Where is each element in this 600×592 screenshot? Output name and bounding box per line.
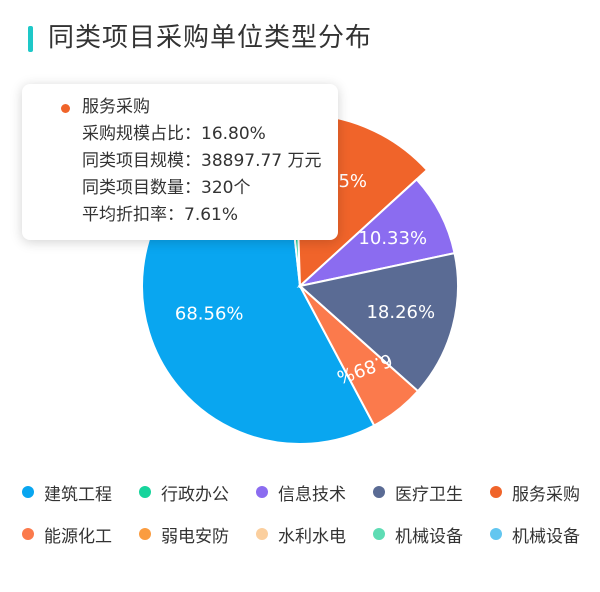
legend-item[interactable]: 建筑工程 — [22, 480, 139, 505]
legend-item[interactable]: 机械设备 — [490, 522, 600, 547]
pie-slice[interactable] — [296, 178, 456, 288]
slice-data-label: 18.26% — [366, 302, 435, 323]
chart-tooltip: 服务采购 采购规模占比：16.80% 同类项目规模：38897.77 万元 同类… — [22, 84, 338, 240]
tooltip-row-share: 采购规模占比：16.80% — [82, 124, 266, 144]
legend-label: 建筑工程 — [44, 484, 112, 505]
legend-dot — [139, 528, 151, 540]
legend-dot — [373, 528, 385, 540]
legend-dot — [22, 528, 34, 540]
tooltip-series-dot — [61, 104, 70, 113]
slice-data-label: 68.56% — [175, 303, 244, 324]
title-accent-bar — [28, 26, 33, 52]
legend-label: 弱电安防 — [161, 526, 229, 547]
tooltip-row-count: 同类项目数量：320个 — [82, 178, 251, 198]
legend-dot — [22, 486, 34, 498]
pie-slice[interactable] — [297, 251, 459, 393]
legend-dot — [139, 486, 151, 498]
chart-title: 同类项目采购单位类型分布 — [48, 23, 373, 53]
legend-label: 机械设备 — [512, 526, 580, 547]
legend-item[interactable]: 服务采购 — [490, 480, 600, 505]
legend-item[interactable]: 行政办公 — [139, 480, 256, 505]
legend-label: 行政办公 — [161, 484, 229, 505]
legend-label: 服务采购 — [512, 484, 580, 505]
legend-label: 机械设备 — [395, 526, 463, 547]
tooltip-row-discount: 平均折扣率：7.61% — [82, 205, 239, 225]
legend-dot — [373, 486, 385, 498]
legend-item[interactable]: 弱电安防 — [139, 522, 256, 547]
legend-dot — [256, 528, 268, 540]
legend-item[interactable]: 机械设备 — [373, 522, 490, 547]
legend-item[interactable]: 能源化工 — [22, 522, 139, 547]
pie-slice[interactable] — [299, 285, 420, 427]
legend-dot — [490, 486, 502, 498]
legend-item[interactable]: 水利水电 — [256, 522, 373, 547]
slice-data-label: 10.33% — [358, 228, 427, 249]
chart-legend: 建筑工程 行政办公 信息技术 医疗卫生 服务采购 能源化工 弱电安防 水利水电 … — [22, 480, 592, 547]
legend-label: 信息技术 — [278, 484, 346, 505]
legend-label: 医疗卫生 — [395, 484, 463, 505]
legend-label: 能源化工 — [44, 526, 112, 547]
legend-item[interactable]: 医疗卫生 — [373, 480, 490, 505]
legend-dot — [256, 486, 268, 498]
legend-item[interactable]: 信息技术 — [256, 480, 373, 505]
tooltip-series-name: 服务采购 — [82, 97, 150, 117]
tooltip-row-scale: 同类项目规模：38897.77 万元 — [82, 151, 322, 171]
legend-dot — [490, 528, 502, 540]
legend-label: 水利水电 — [278, 526, 346, 547]
